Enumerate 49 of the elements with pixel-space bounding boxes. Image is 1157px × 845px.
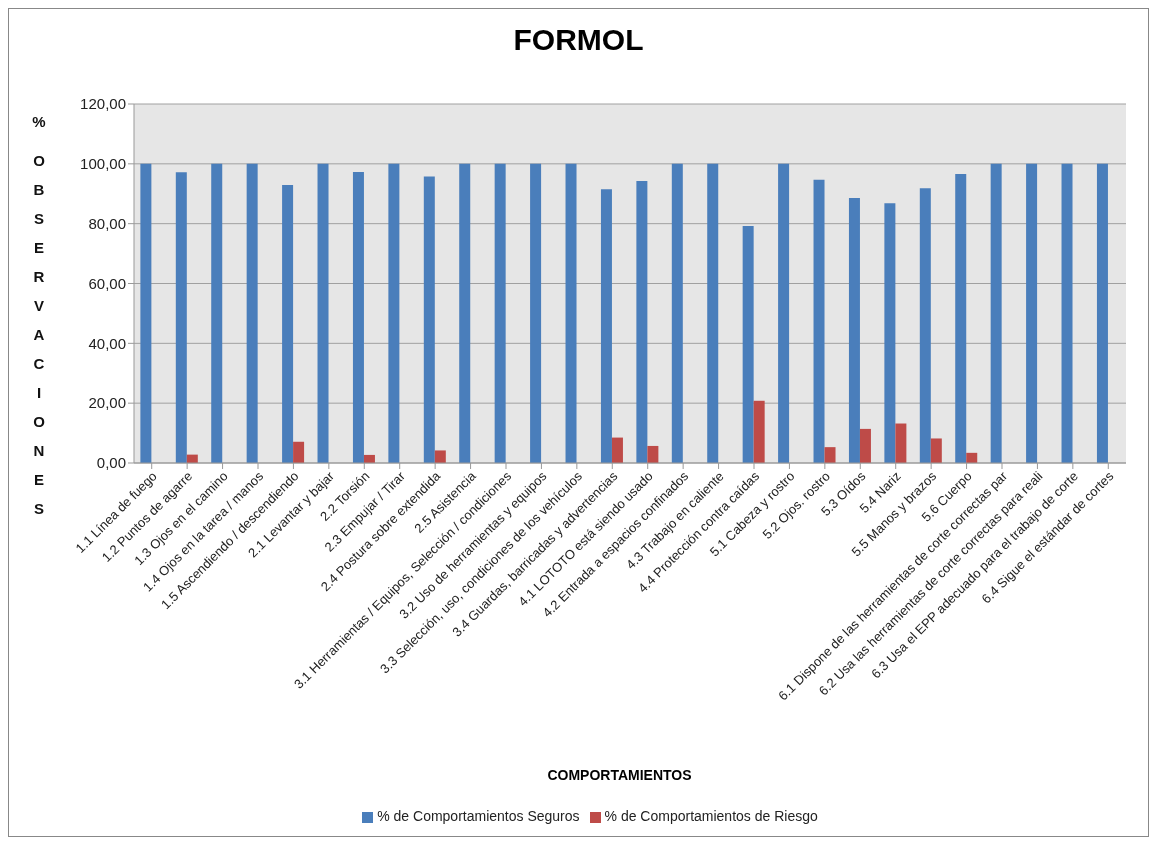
- text: % OBSERVACIONES: [32, 113, 46, 517]
- bar: [895, 423, 907, 463]
- bar: [813, 179, 825, 463]
- bar: [246, 163, 258, 463]
- bar: [848, 197, 860, 463]
- bar: [530, 163, 542, 463]
- bar: [636, 180, 648, 463]
- bar: [1061, 163, 1073, 463]
- bar: [434, 450, 446, 463]
- bar: [859, 428, 871, 463]
- legend-label: % de Comportamientos Seguros: [377, 808, 580, 824]
- bar: [671, 163, 683, 463]
- bar: [459, 163, 471, 463]
- bar: [293, 441, 305, 463]
- bar: [884, 203, 896, 463]
- bar: [600, 189, 612, 463]
- y-tick-label: 100,00: [80, 155, 126, 173]
- y-tick-label: 40,00: [88, 334, 126, 352]
- bar: [352, 171, 364, 463]
- bar: [211, 163, 223, 463]
- bar: [388, 163, 400, 463]
- bar: [1026, 163, 1038, 463]
- y-tick-label: 20,00: [88, 394, 126, 412]
- bar: [742, 226, 754, 463]
- bar: [317, 163, 329, 463]
- chart-title: FORMOL: [512, 23, 645, 57]
- y-tick-label: 120,00: [80, 95, 126, 113]
- y-tick-label: 80,00: [88, 214, 126, 232]
- bar: [611, 437, 623, 463]
- bar: [955, 174, 967, 463]
- bar: [494, 163, 506, 463]
- bar: [753, 400, 765, 463]
- legend-label: % de Comportamientos de Riesgo: [604, 808, 818, 824]
- bar: [707, 163, 719, 463]
- bar: [824, 447, 836, 463]
- bar: [282, 185, 294, 463]
- bar: [565, 163, 577, 463]
- bar: [919, 188, 931, 463]
- bar: [423, 176, 435, 463]
- x-axis-title: COMPORTAMIENTOS: [546, 767, 693, 783]
- bar: [990, 163, 1002, 463]
- bar: [175, 172, 187, 463]
- bar: [140, 163, 152, 463]
- bar: [647, 445, 659, 463]
- y-tick-label: 60,00: [88, 274, 126, 292]
- bar: [778, 163, 790, 463]
- y-tick-label: 0,00: [96, 454, 126, 472]
- bar: [1096, 163, 1108, 463]
- bar: [930, 438, 942, 463]
